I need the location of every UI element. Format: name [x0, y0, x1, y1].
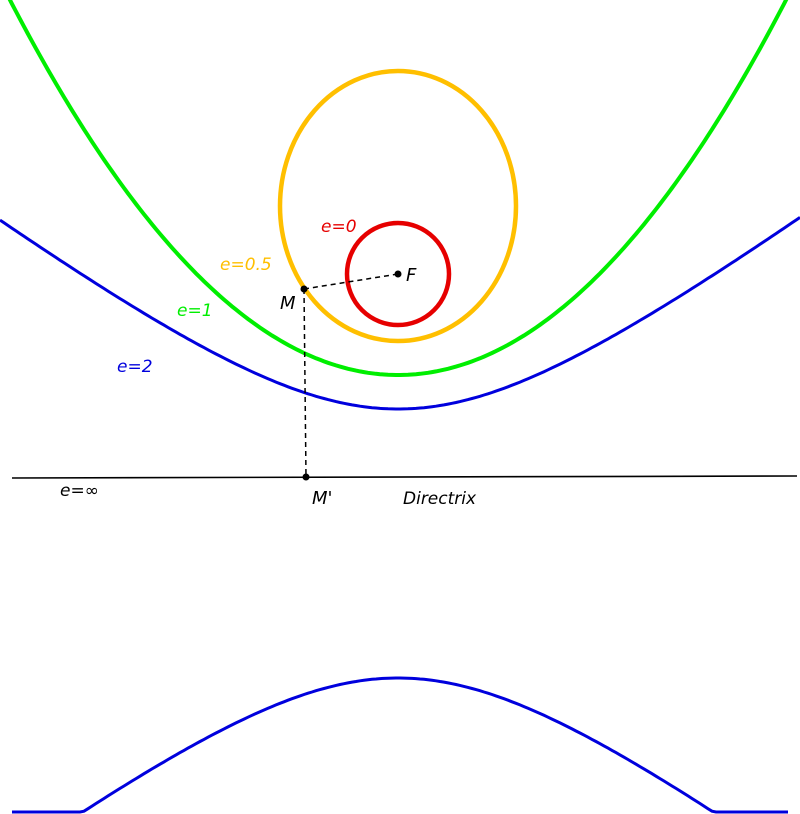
directrix-label: Directrix [403, 489, 477, 509]
hyperbola-upper-branch [0, 216, 800, 411]
directrix-line [11, 475, 798, 479]
point-m-prime [302, 473, 310, 481]
ellipse-curve [277, 68, 519, 344]
point-m [300, 285, 308, 293]
circle-eccentricity-label: e=0 [321, 217, 357, 237]
hyperbola-lower-branch [12, 676, 788, 814]
circle-curve [344, 220, 452, 328]
hyperbola-eccentricity-label: e=2 [117, 357, 153, 377]
segment-m-to-focus [303, 273, 399, 290]
parabola-curve [7, 0, 789, 377]
segment-m-to-m-prime [303, 288, 307, 478]
parabola-eccentricity-label: e=1 [177, 301, 213, 321]
focus-point [394, 270, 402, 278]
focus-label: F [406, 265, 417, 286]
point-m-label: M [280, 293, 296, 314]
degenerate-eccentricity-label: e=∞ [60, 481, 99, 501]
ellipse-eccentricity-label: e=0.5 [220, 255, 272, 275]
point-m-prime-label: M' [312, 488, 332, 509]
